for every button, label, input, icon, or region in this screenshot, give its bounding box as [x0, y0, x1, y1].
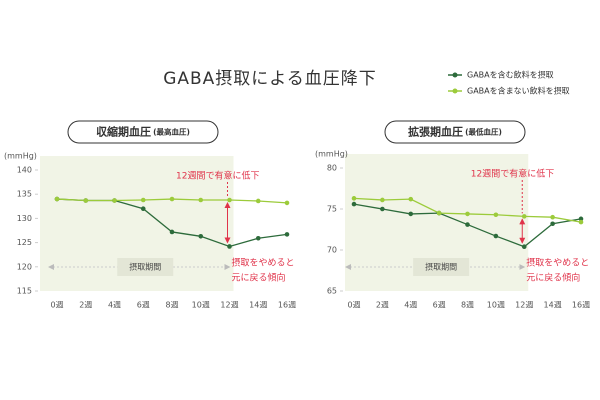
data-point	[578, 216, 584, 222]
data-point	[550, 214, 555, 220]
data-point	[380, 206, 385, 212]
subtitle-box	[384, 120, 526, 144]
y-axis-label: (mmHg)	[315, 150, 348, 159]
x-tick-label: 12週	[515, 301, 533, 310]
data-point	[465, 222, 470, 227]
x-tick-label: 4週	[404, 301, 417, 310]
y-tick-label: 140	[17, 166, 32, 175]
data-point	[284, 200, 290, 206]
data-point	[198, 234, 204, 239]
data-point	[380, 197, 385, 203]
period-label-box	[413, 258, 470, 276]
chart-title: GABA摂取による血圧降下	[163, 69, 377, 89]
subtitle-box	[67, 120, 219, 144]
x-tick-label: 6週	[137, 301, 150, 310]
data-point	[351, 201, 357, 207]
x-tick-label: 16週	[278, 301, 296, 310]
y-tick-label: 70	[327, 246, 337, 255]
y-tick-label: 135	[17, 190, 32, 199]
x-tick-label: 16週	[572, 301, 590, 310]
annotation: 12週間で有意に低下	[176, 170, 259, 182]
subplot-title-main: 拡張期血圧	[408, 125, 463, 139]
legend-marker	[452, 88, 458, 94]
data-point	[83, 198, 89, 203]
subplot-title: 収縮期血圧 (最高血圧)	[96, 125, 190, 139]
x-tick-label: 2週	[79, 301, 92, 310]
data-point	[112, 198, 117, 203]
legend-marker	[452, 72, 458, 78]
x-tick-label: 4週	[108, 301, 121, 310]
subplot-title-main: 収縮期血圧	[96, 125, 151, 139]
y-tick-label: 65	[327, 287, 337, 296]
period-label-box	[117, 258, 174, 276]
x-tick-label: 8週	[461, 301, 474, 310]
data-point	[436, 210, 442, 216]
subplot-title-sub: (最高血圧)	[153, 127, 190, 137]
data-point	[465, 211, 470, 217]
x-tick-label: 0週	[50, 301, 63, 310]
data-point	[493, 212, 499, 218]
y-tick-label: 120	[17, 262, 32, 271]
data-point	[351, 196, 357, 201]
data-point	[284, 232, 290, 237]
x-tick-label: 10週	[487, 301, 505, 310]
y-tick-label: 125	[17, 238, 32, 247]
x-tick-label: 8週	[165, 301, 178, 310]
data-point	[521, 214, 527, 219]
data-point	[198, 197, 204, 203]
data-point	[140, 206, 146, 212]
data-point	[140, 197, 146, 203]
x-tick-label: 14週	[249, 301, 267, 310]
data-point	[578, 219, 584, 225]
annotation: 元に戻る傾向	[232, 272, 286, 284]
data-point	[521, 244, 527, 250]
subplot-title-sub: (最低血圧)	[465, 127, 502, 137]
data-point	[54, 196, 60, 202]
data-point	[169, 196, 175, 202]
period-label: 摂取期間	[425, 262, 457, 272]
y-axis-label: (mmHg)	[4, 152, 37, 161]
data-point	[169, 229, 175, 235]
legend-label: GABAを含む飲料を摂取	[467, 70, 554, 80]
data-point	[408, 211, 414, 217]
data-point	[255, 198, 261, 204]
annotation: 摂取をやめると	[526, 257, 589, 269]
x-tick-label: 0週	[347, 301, 360, 310]
data-point	[493, 233, 499, 239]
annotation: 摂取をやめると	[232, 257, 295, 269]
annotation: 元に戻る傾向	[526, 272, 580, 284]
data-point	[255, 235, 261, 241]
period-label: 摂取期間	[129, 262, 161, 272]
y-tick-label: 80	[327, 164, 337, 173]
data-point	[227, 244, 232, 249]
x-tick-label: 6週	[433, 301, 446, 310]
data-point	[550, 221, 555, 227]
y-tick-label: 115	[17, 287, 32, 296]
data-point	[227, 197, 232, 203]
x-tick-label: 2週	[376, 301, 389, 310]
x-tick-label: 14週	[544, 301, 562, 310]
data-point	[408, 196, 414, 202]
x-tick-label: 12週	[220, 301, 238, 310]
subplot-title: 拡張期血圧 (最低血圧)	[408, 125, 502, 139]
legend-label: GABAを含まない飲料を摂取	[467, 86, 570, 96]
y-tick-label: 130	[17, 214, 32, 223]
x-tick-label: 10週	[192, 301, 210, 310]
y-tick-label: 75	[327, 205, 337, 214]
annotation: 12週間で有意に低下	[471, 168, 554, 180]
